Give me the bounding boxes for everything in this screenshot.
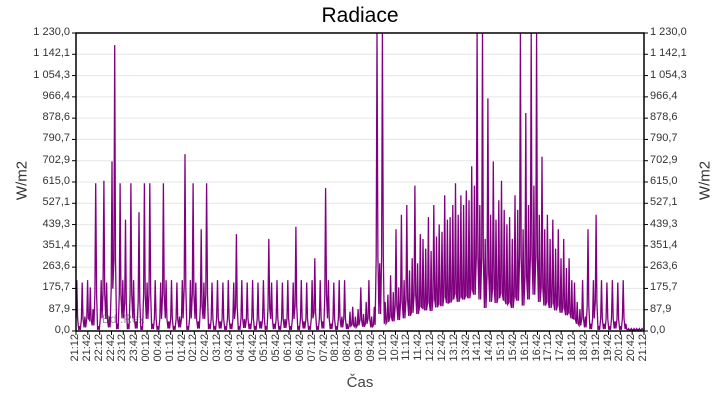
x-tick-label: 02:42: [199, 334, 212, 362]
plot-frame: [75, 32, 645, 332]
y-tick-label: 175,7: [42, 281, 70, 294]
x-tick-label: 18:12: [566, 334, 578, 362]
x-tick-label: 06:12: [282, 334, 294, 362]
x-tick-label: 21:12: [637, 334, 649, 362]
x-tick-label: 13:12: [447, 334, 460, 362]
x-tick-label: 20:12: [613, 334, 626, 362]
y-tick-label: 527,1: [650, 196, 678, 209]
x-tick-label: 23:42: [128, 334, 141, 362]
x-tick-label: 09:12: [353, 334, 365, 362]
y-tick-label: 87,9: [650, 302, 672, 315]
x-tick-label: 07:42: [317, 334, 330, 362]
x-tick-label: 03:12: [211, 334, 223, 362]
y-tick-label: 1 054,3: [650, 68, 687, 81]
series-radiace-line: [75, 32, 644, 331]
y-tick-label: 263,6: [650, 260, 678, 273]
grid-lines: [76, 53, 644, 311]
y-tick-label: 878,6: [42, 111, 70, 124]
x-tick-label: 17:42: [554, 334, 567, 362]
y-tick-label: 351,4: [650, 238, 678, 251]
x-tick-label: 16:42: [530, 334, 543, 362]
y-tick-label: 966,4: [42, 89, 70, 102]
x-tick-label: 03:42: [222, 334, 235, 362]
x-tick-label: 16:12: [518, 334, 531, 362]
x-tick-label: 02:12: [187, 334, 200, 362]
x-tick-label: 21:42: [80, 334, 93, 362]
x-tick-label: 01:12: [163, 334, 176, 362]
y-tick-label: 351,4: [42, 238, 70, 251]
y-axis-label-left: W/m2: [13, 160, 31, 201]
y-tick-label: 527,1: [42, 196, 70, 209]
x-tick-label: 07:12: [305, 334, 318, 362]
x-tick-label: 01:42: [175, 334, 188, 362]
x-tick-label: 23:12: [116, 334, 129, 362]
y-tick-label: 87,9: [48, 302, 70, 315]
x-tick-label: 22:42: [104, 334, 117, 362]
x-tick-label: 00:12: [140, 334, 152, 362]
chart-title: Radiace: [321, 4, 399, 27]
x-tick-label: 10:12: [376, 334, 389, 362]
y-tick-label: 790,7: [650, 132, 678, 145]
y-tick-label: 790,7: [42, 132, 70, 145]
y-tick-label: 615,0: [650, 175, 678, 187]
x-tick-label: 00:42: [151, 334, 164, 362]
y-tick-label: 0,0: [650, 324, 666, 336]
y-tick-label: 702,9: [650, 153, 678, 166]
x-tick-label: 21:12: [69, 334, 81, 362]
y-tick-label: 0,0: [54, 324, 70, 336]
x-tick-label: 17:12: [542, 334, 555, 362]
y-tick-label: 966,4: [650, 89, 678, 102]
y-tick-label: 878,6: [650, 111, 678, 124]
y-tick-label: 1 230,0: [33, 26, 70, 38]
y-tick-label: 1 230,0: [650, 26, 687, 38]
x-tick-label: 11:12: [400, 334, 413, 361]
x-tick-label: 18:42: [577, 334, 590, 362]
x-tick-label: 14:12: [471, 334, 484, 362]
x-tick-label: 06:42: [293, 334, 306, 362]
y-tick-label: 702,9: [42, 153, 70, 166]
x-tick-label: 15:42: [506, 334, 519, 362]
x-tick-label: 08:42: [341, 334, 354, 362]
x-tick-label: 22:12: [92, 334, 105, 362]
x-tick-label: 05:42: [270, 334, 283, 362]
x-tick-label: 12:12: [424, 334, 436, 362]
y-tick-label: 615,0: [42, 175, 70, 187]
x-tick-label: 14:42: [483, 334, 496, 362]
x-tick-label: 11:42: [412, 334, 425, 361]
x-tick-label: 05:12: [258, 334, 271, 362]
y-tick-label: 1 054,3: [33, 68, 70, 81]
y-tick-label: 1 142,1: [650, 47, 687, 60]
x-tick-label: 08:12: [329, 334, 342, 362]
x-tick-label: 09:42: [364, 334, 377, 362]
y-axis-label-right: W/m2: [696, 160, 714, 201]
x-tick-label: 19:42: [601, 334, 614, 362]
x-tick-label: 19:12: [589, 334, 602, 362]
x-tick-label: 04:42: [246, 334, 259, 362]
y-tick-label: 439,3: [650, 217, 678, 230]
x-tick-label: 20:42: [625, 334, 638, 362]
legend-label: Bd..Rex: [102, 312, 145, 326]
y-tick-label: 263,6: [42, 260, 70, 273]
x-tick-label: 10:42: [388, 334, 401, 362]
x-tick-label: 13:42: [459, 334, 472, 362]
x-axis-label: Čas: [346, 374, 374, 391]
y-tick-label: 175,7: [650, 281, 678, 294]
y-tick-label: 439,3: [42, 217, 70, 230]
x-tick-label: 04:12: [234, 334, 247, 362]
x-tick-label: 12:42: [435, 334, 448, 362]
x-tick-label: 15:12: [495, 334, 507, 362]
y-tick-label: 1 142,1: [33, 47, 70, 60]
